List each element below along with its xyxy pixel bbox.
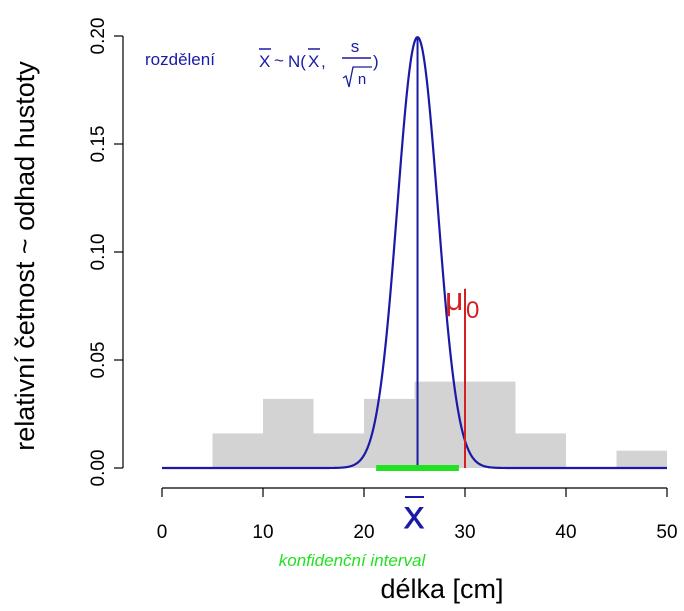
- y-axis-label: relativní četnost ~ odhad hustoty: [10, 61, 40, 451]
- reference-lines: [376, 37, 466, 471]
- y-tick-label: 0.05: [88, 342, 109, 379]
- normal-curve-group: [162, 36, 667, 470]
- mean-label: X: [404, 502, 424, 535]
- distribution-prefix: rozdělení: [145, 50, 215, 69]
- y-tick-label: 0.10: [88, 234, 109, 271]
- y-tick-label: 0.20: [88, 18, 109, 55]
- formula-n-open: N(: [288, 52, 306, 71]
- histogram-bar: [465, 381, 516, 468]
- formula-s: s: [351, 37, 360, 56]
- formula-n: n: [358, 71, 366, 88]
- histogram-bar: [212, 433, 263, 468]
- x-tick-label: 0: [157, 522, 168, 543]
- histogram-bar: [616, 450, 667, 468]
- y-tick-label: 0.15: [88, 126, 109, 163]
- mu0-label: μ: [445, 281, 463, 317]
- formula-close: ): [373, 52, 379, 71]
- mu0-label-group: μ 0: [445, 281, 479, 324]
- formula-comma: ,: [321, 52, 326, 71]
- axes: 0 10 20 30 40 50 0.00 0.05 0.10 0.15 0.20: [88, 18, 678, 543]
- formula-sqrt-sign: [342, 66, 372, 88]
- formula-xbar2: X: [308, 52, 319, 71]
- mean-label-group: X: [403, 496, 425, 536]
- x-axis-label: délka [cm]: [380, 574, 503, 604]
- normal-density-curve: [162, 36, 667, 470]
- x-tick-label: 20: [353, 522, 374, 543]
- formula-xbar: X: [259, 52, 270, 71]
- distribution-formula: rozdělení X ~ N( X , s n ): [145, 37, 379, 88]
- confidence-interval-label: konfidenční interval: [279, 551, 427, 570]
- x-tick-label: 30: [454, 522, 475, 543]
- mu0-subscript: 0: [466, 297, 479, 324]
- x-tick-label: 40: [555, 522, 576, 543]
- formula-tilde: ~: [274, 51, 284, 70]
- histogram-bar: [263, 398, 314, 468]
- histogram-bar: [414, 381, 465, 468]
- histogram-bar: [313, 433, 364, 468]
- histogram-bars: [212, 381, 667, 468]
- x-tick-label: 10: [252, 522, 273, 543]
- y-tick-label: 0.00: [88, 450, 109, 487]
- x-tick-label: 50: [656, 522, 677, 543]
- histogram-bar: [515, 433, 566, 468]
